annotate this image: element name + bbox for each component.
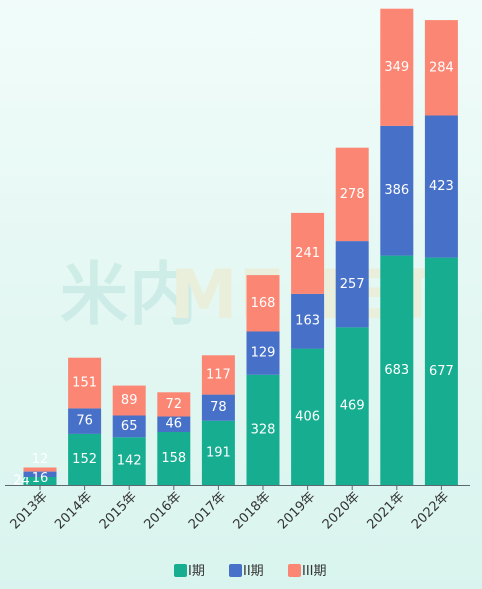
x-tick-label-4: 2016年: [141, 489, 184, 532]
legend-label-3: III期: [302, 564, 327, 579]
legend-swatch-2: [229, 564, 242, 577]
bar-segment-1-7: [291, 348, 325, 485]
bar-value-label-2-10: 423: [429, 179, 454, 194]
bar-value-label-1-2: 152: [72, 452, 97, 467]
bar-segment-1-5: [201, 420, 235, 485]
bar-segment-1-1: [23, 476, 57, 485]
bar-value-label-2-1: 16: [32, 471, 49, 486]
bar-segment-1-4: [157, 431, 191, 485]
bar-segment-1-10: [424, 257, 458, 485]
legend-swatch-3: [288, 564, 301, 577]
x-tick-label-3: 2015年: [97, 489, 140, 532]
bar-segment-2-8: [335, 241, 369, 328]
bar-value-label-2-8: 257: [340, 277, 365, 292]
bar-value-label-3-3: 89: [121, 393, 138, 408]
bar-value-label-3-6: 168: [251, 296, 276, 311]
bar-value-label-3-1: 12: [32, 452, 49, 467]
bar-value-label-2-9: 386: [384, 183, 409, 198]
bar-value-label-1-9: 683: [384, 363, 409, 378]
bar-segment-3-2: [68, 357, 102, 409]
legend-swatch-1: [174, 564, 187, 577]
x-tick-label-2: 2014年: [52, 489, 95, 532]
bar-segment-1-6: [246, 374, 280, 485]
bar-segment-1-3: [112, 437, 146, 485]
bar-segment-3-7: [291, 212, 325, 294]
legend-label-1: I期: [188, 564, 205, 579]
bar-segment-2-10: [424, 115, 458, 258]
legend-label-2: II期: [243, 564, 264, 579]
bar-value-label-3-2: 151: [72, 376, 97, 391]
x-tick-label-5: 2017年: [186, 489, 229, 532]
bar-value-label-3-7: 241: [295, 246, 320, 261]
bar-value-label-1-7: 406: [295, 409, 320, 424]
bar-value-label-3-9: 349: [384, 60, 409, 75]
x-axis-ticks: 2013年 2014年 2015年 2016年 2017年 2018年 2019年 2020年…: [8, 485, 452, 532]
bar-segment-2-9: [380, 125, 414, 256]
watermark-text-cn: 米内: [60, 256, 198, 335]
bar-value-label-3-4: 72: [166, 397, 183, 412]
bar-segment-2-3: [112, 415, 146, 438]
x-tick-label-1: 2013年: [8, 489, 51, 532]
bar-segment-2-1: [23, 471, 57, 477]
bar-value-label-3-8: 278: [340, 187, 365, 202]
bar-value-label-2-5: 78: [210, 400, 227, 415]
x-tick-label-9: 2021年: [364, 489, 407, 532]
bar-value-label-2-4: 46: [166, 417, 183, 432]
bar-segment-1-8: [335, 327, 369, 485]
bar-segment-1-2: [68, 433, 102, 485]
bar-value-label-2-7: 163: [295, 314, 320, 329]
bar-value-label-1-6: 328: [251, 422, 276, 437]
bar-value-label-1-4: 158: [161, 451, 186, 466]
bar-value-label-3-5: 117: [206, 368, 231, 383]
bar-value-label-1-3: 142: [117, 454, 142, 469]
bar-segment-1-9: [380, 255, 414, 485]
bar-value-label-1-1: 24: [13, 474, 30, 489]
bar-segment-3-4: [157, 392, 191, 417]
bar-segment-3-9: [380, 8, 414, 126]
bar-value-label-3-10: 284: [429, 60, 454, 75]
bar-segment-3-3: [112, 385, 146, 416]
bar-value-label-1-8: 469: [340, 399, 365, 414]
bar-segment-2-5: [201, 394, 235, 421]
bar-segment-3-5: [201, 355, 235, 395]
bars-layer: 24 16 12 152 76 151 142 65 89 158 46 72 191 78 117 328 1…: [13, 8, 458, 489]
x-tick-label-7: 2019年: [275, 489, 318, 532]
x-tick-label-8: 2020年: [320, 489, 363, 532]
bar-segment-2-4: [157, 416, 191, 432]
bar-segment-2-7: [291, 293, 325, 349]
bar-segment-3-6: [246, 275, 280, 332]
bar-segment-2-6: [246, 331, 280, 375]
bar-segment-2-2: [68, 408, 102, 434]
bar-value-label-1-5: 191: [206, 445, 231, 460]
legend: I期 II期 III期: [174, 564, 327, 579]
x-tick-label-6: 2018年: [231, 489, 274, 532]
bar-segment-3-8: [335, 147, 369, 242]
x-tick-label-10: 2022年: [409, 489, 452, 532]
bar-value-label-2-6: 129: [251, 346, 276, 361]
bar-value-label-2-2: 76: [76, 414, 93, 429]
bar-segment-3-1: [23, 467, 57, 472]
bar-segment-3-10: [424, 20, 458, 116]
bar-value-label-1-10: 677: [429, 364, 454, 379]
bar-value-label-2-3: 65: [121, 419, 138, 434]
